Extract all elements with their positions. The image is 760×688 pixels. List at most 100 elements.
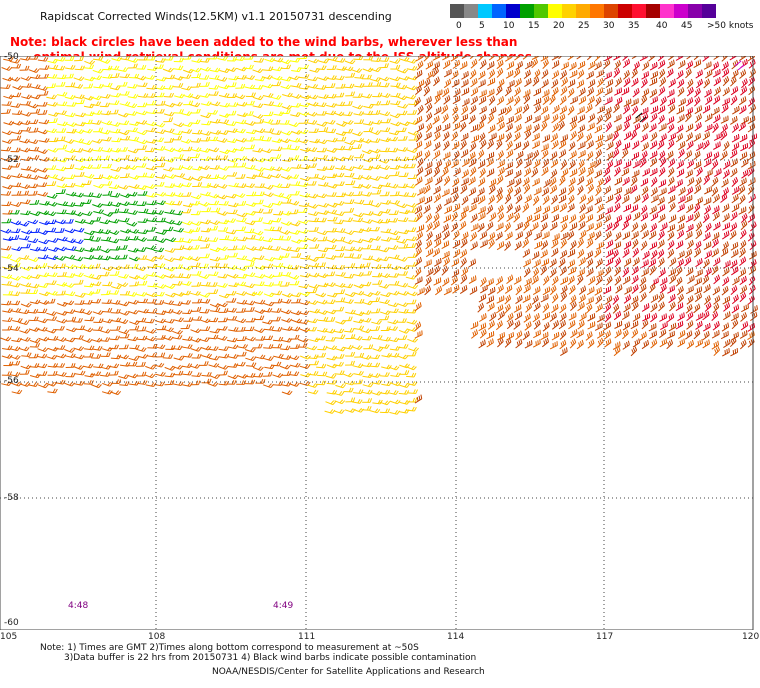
wind-barb	[523, 69, 531, 80]
wind-barb	[307, 94, 319, 100]
wind-barb	[416, 60, 424, 71]
wind-barb	[603, 59, 611, 69]
wind-barb	[270, 94, 282, 100]
wind-barb	[569, 69, 578, 79]
wind-barb	[92, 68, 104, 74]
wind-barb	[658, 59, 666, 70]
wind-barb	[632, 61, 640, 71]
wind-barb	[3, 94, 15, 100]
wind-barb	[144, 74, 156, 80]
wind-barb	[577, 60, 586, 70]
wind-barb	[92, 56, 104, 61]
wind-barb	[9, 58, 21, 64]
wind-barb	[102, 65, 113, 71]
wind-barb	[451, 70, 459, 80]
wind-barb	[567, 79, 576, 88]
wind-barb	[155, 57, 166, 63]
wind-barb	[513, 68, 521, 78]
wind-barb	[605, 78, 614, 88]
wind-barb	[488, 69, 496, 80]
wind-barb	[83, 64, 95, 70]
wind-barb	[478, 70, 486, 80]
colorbar-swatch	[632, 4, 646, 18]
wind-barb	[316, 65, 327, 71]
footer-note-2: 3)Data buffer is 22 hrs from 20150731 4)…	[64, 653, 477, 663]
wind-barb	[406, 85, 418, 91]
longitude-label: 114	[447, 632, 465, 642]
wind-barb	[668, 78, 676, 88]
colorbar-label: 25	[578, 21, 590, 31]
wind-barb	[46, 83, 56, 89]
wind-barb	[72, 83, 84, 89]
wind-barb-map	[0, 56, 758, 630]
wind-barb	[631, 77, 639, 87]
wind-barb	[162, 67, 174, 73]
wind-barb	[505, 70, 514, 79]
wind-barb	[235, 83, 246, 89]
wind-barb	[74, 56, 84, 62]
wind-barb	[3, 56, 14, 62]
colorbar-label: 40	[656, 21, 668, 31]
wind-barb	[731, 69, 739, 79]
colorbar-label: 30	[603, 21, 615, 31]
wind-barb	[623, 77, 631, 88]
wind-barb	[504, 86, 512, 97]
wind-barb	[487, 77, 496, 87]
colorbar-swatch	[688, 4, 702, 18]
wind-barb	[262, 83, 274, 89]
wind-barb	[64, 56, 75, 61]
wind-barb	[551, 60, 560, 69]
wind-barb	[372, 92, 383, 98]
wind-barb	[486, 61, 495, 70]
wind-barb	[119, 91, 130, 96]
wind-barb	[379, 57, 390, 62]
wind-barb	[290, 94, 302, 99]
wind-barb	[64, 94, 76, 100]
wind-barb	[622, 58, 631, 69]
wind-barb	[308, 58, 319, 64]
wind-barb	[496, 67, 504, 78]
wind-barb	[470, 58, 478, 69]
wind-barb	[442, 60, 451, 70]
wind-barb	[677, 60, 686, 69]
wind-barb	[163, 85, 174, 90]
wind-barb	[307, 83, 319, 89]
wind-barb	[65, 82, 76, 88]
wind-barb	[200, 66, 211, 72]
wind-barb	[199, 93, 211, 98]
wind-barb	[614, 59, 621, 70]
colorbar-swatch	[618, 4, 632, 18]
wind-barb	[21, 83, 32, 88]
wind-barb	[370, 67, 382, 73]
wind-barb	[586, 70, 594, 80]
wind-barb	[415, 85, 422, 95]
wind-barb	[280, 64, 292, 70]
colorbar-label: 5	[479, 21, 485, 31]
wind-barb	[217, 56, 229, 61]
colorbar-swatch	[534, 4, 548, 18]
wind-barb	[596, 77, 604, 88]
wind-barb	[190, 82, 201, 88]
wind-barb	[55, 81, 66, 87]
wind-barb	[344, 59, 356, 65]
wind-barb	[298, 56, 309, 60]
wind-barb	[739, 56, 747, 62]
wind-barb	[245, 92, 256, 98]
wind-barb	[477, 79, 486, 88]
wind-barb	[335, 83, 346, 89]
wind-barb	[208, 84, 220, 90]
wind-barb	[551, 79, 559, 89]
wind-barb	[226, 56, 238, 62]
wind-barb	[190, 67, 202, 73]
colorbar-swatch	[590, 4, 604, 18]
wind-barb	[191, 58, 203, 64]
wind-barb	[344, 83, 355, 89]
latitude-label: -60	[4, 618, 19, 628]
wind-barb	[73, 94, 85, 100]
wind-barb	[603, 71, 612, 80]
wind-barb	[127, 58, 139, 63]
wind-barb	[414, 69, 423, 79]
wind-barb	[479, 59, 487, 70]
wind-barb	[351, 68, 363, 73]
wind-barb	[361, 93, 373, 99]
